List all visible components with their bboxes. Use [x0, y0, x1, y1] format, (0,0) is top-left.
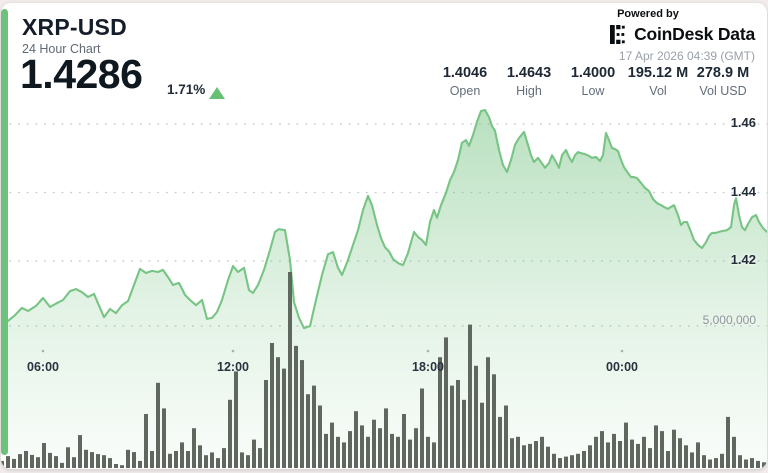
widget-inner: 1.46 1.44 1.42 5,000,000 06:00 12:00 18:00 00:0… [1, 3, 767, 469]
stat-vol-usd: 278.9 M Vol USD [697, 65, 749, 98]
stat-vol-label: Vol [649, 84, 667, 98]
price-volume-chart[interactable] [1, 3, 767, 469]
powered-by-label: Powered by [617, 8, 679, 20]
price-line [6, 108, 767, 330]
symbol-title: XRP-USD [22, 14, 127, 40]
stat-high-label: High [516, 84, 542, 98]
stat-open-value: 1.4046 [442, 65, 488, 81]
volume-bars [1, 272, 766, 468]
stat-low: 1.4000 Low [571, 65, 615, 98]
stat-vol-usd-label: Vol USD [699, 84, 747, 98]
stat-vol-value: 195.12 M [627, 65, 689, 81]
stat-low-label: Low [581, 84, 605, 98]
stat-low-value: 1.4000 [570, 65, 616, 81]
chart-subtitle: 24 Hour Chart [22, 42, 101, 56]
powered-by-block: Powered by CoinDesk Data 17 Apr 2026 04:… [610, 8, 755, 63]
brand-link[interactable]: CoinDesk Data [610, 24, 755, 45]
current-price: 1.4286 [20, 51, 143, 97]
price-area [8, 110, 767, 468]
stat-open-label: Open [449, 84, 481, 98]
up-arrow-icon [209, 87, 225, 99]
stat-high-value: 1.4643 [506, 65, 552, 81]
price-widget-card: 1.46 1.44 1.42 5,000,000 06:00 12:00 18:00 00:0… [1, 3, 767, 469]
coindesk-logo-icon [610, 25, 625, 44]
timestamp: 17 Apr 2026 04:39 (GMT) [618, 49, 755, 63]
stat-high: 1.4643 High [507, 65, 551, 98]
brand-name: CoinDesk Data [634, 24, 755, 44]
accent-stripe [1, 9, 8, 455]
change-percent: 1.71% [167, 82, 206, 97]
stat-vol: 195.12 M Vol [628, 65, 688, 98]
stat-open: 1.4046 Open [443, 65, 487, 98]
stat-vol-usd-value: 278.9 M [696, 65, 750, 81]
